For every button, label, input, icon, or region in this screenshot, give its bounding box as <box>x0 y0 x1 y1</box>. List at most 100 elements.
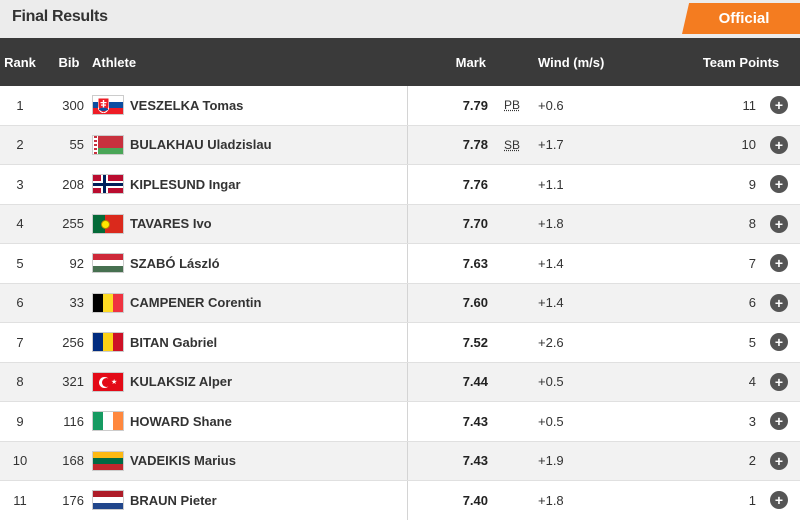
team-points-cell: 6 <box>748 295 756 311</box>
column-header-wind[interactable]: Wind (m/s) <box>538 54 605 70</box>
athlete-name[interactable]: CAMPENER Corentin <box>130 295 262 311</box>
column-divider <box>407 481 408 520</box>
column-header-rank[interactable]: Rank <box>4 54 36 70</box>
record-note <box>504 244 528 283</box>
rank-cell: 6 <box>16 295 24 311</box>
column-header-bib[interactable]: Bib <box>58 54 80 70</box>
expand-row-button[interactable]: + <box>768 481 790 520</box>
rank-cell: 10 <box>12 453 28 469</box>
expand-row-button[interactable]: + <box>768 86 790 125</box>
mark-cell: 7.79 <box>462 97 488 113</box>
table-row[interactable]: 7 256 BITAN Gabriel 7.52 +2.6 5 + <box>0 323 800 363</box>
plus-circle-icon[interactable]: + <box>770 135 788 154</box>
plus-circle-icon[interactable]: + <box>770 96 788 115</box>
athlete-name[interactable]: BULAKHAU Uladzislau <box>130 137 272 153</box>
plus-circle-icon[interactable]: + <box>770 214 788 233</box>
column-divider <box>407 86 408 125</box>
column-header-athlete[interactable]: Athlete <box>92 54 137 70</box>
bib-cell: 116 <box>63 413 84 429</box>
mark-cell: 7.70 <box>462 216 488 232</box>
athlete-name[interactable]: KIPLESUND Ingar <box>130 176 241 192</box>
expand-row-button[interactable]: + <box>768 165 790 204</box>
table-row[interactable]: 9 116 HOWARD Shane 7.43 +0.5 3 + <box>0 402 800 442</box>
bib-cell: 256 <box>62 334 84 350</box>
plus-circle-icon[interactable]: + <box>770 451 788 470</box>
table-row[interactable]: 11 176 BRAUN Pieter 7.40 +1.8 1 + <box>0 481 800 520</box>
mark-cell: 7.76 <box>462 176 488 192</box>
bib-cell: 300 <box>62 97 84 113</box>
flag-icon-tur: ★ <box>92 363 126 402</box>
table-row[interactable]: 3 208 KIPLESUND Ingar 7.76 +1.1 9 + <box>0 165 800 205</box>
table-row[interactable]: 1 300 VESZELKA Tomas 7.79 PB +0.6 11 + <box>0 86 800 126</box>
flag-icon-por <box>92 205 126 244</box>
team-points-cell: 2 <box>748 453 756 469</box>
rank-cell: 5 <box>16 255 24 271</box>
plus-circle-icon[interactable]: + <box>770 372 788 391</box>
column-header-mark[interactable]: Mark <box>455 54 486 70</box>
plus-circle-icon[interactable]: + <box>770 412 788 431</box>
rank-cell: 1 <box>16 97 24 113</box>
athlete-name[interactable]: HOWARD Shane <box>130 413 232 429</box>
mark-cell: 7.78 <box>462 137 488 153</box>
table-row[interactable]: 4 255 TAVARES Ivo 7.70 +1.8 8 + <box>0 204 800 244</box>
athlete-name[interactable]: TAVARES Ivo <box>130 216 212 232</box>
expand-row-button[interactable]: + <box>768 205 790 244</box>
rank-cell: 2 <box>16 137 24 153</box>
athlete-name[interactable]: BRAUN Pieter <box>130 492 217 508</box>
athlete-name[interactable]: VESZELKA Tomas <box>130 97 244 113</box>
results-title-bar: Final Results Official <box>0 0 800 38</box>
plus-circle-icon[interactable]: + <box>770 254 788 273</box>
expand-row-button[interactable]: + <box>768 442 790 481</box>
wind-cell: +0.6 <box>538 97 564 113</box>
column-divider <box>407 362 408 401</box>
athlete-name[interactable]: BITAN Gabriel <box>130 334 218 350</box>
mark-cell: 7.52 <box>462 334 488 350</box>
bib-cell: 321 <box>62 374 84 390</box>
athlete-name[interactable]: SZABÓ László <box>130 255 220 271</box>
table-row[interactable]: 6 33 CAMPENER Corentin 7.60 +1.4 6 + <box>0 283 800 323</box>
team-points-cell: 7 <box>748 255 756 271</box>
mark-cell: 7.43 <box>462 413 488 429</box>
status-badge: Official <box>682 3 800 34</box>
column-divider <box>407 402 408 441</box>
flag-icon-bel <box>92 284 126 323</box>
team-points-cell: 1 <box>748 492 756 508</box>
athlete-name[interactable]: KULAKSIZ Alper <box>130 374 233 390</box>
mark-cell: 7.44 <box>462 374 488 390</box>
table-row[interactable]: 2 55 BULAKHAU Uladzislau 7.78 SB +1.7 10… <box>0 125 800 165</box>
flag-icon-nor <box>92 165 126 204</box>
expand-row-button[interactable]: + <box>768 284 790 323</box>
bib-cell: 208 <box>62 176 84 192</box>
record-note <box>504 442 528 481</box>
wind-cell: +2.6 <box>538 334 564 350</box>
table-header: Rank Bib Athlete Mark Wind (m/s) Team Po… <box>0 38 800 86</box>
flag-icon-svk <box>92 86 126 125</box>
expand-row-button[interactable]: + <box>768 363 790 402</box>
plus-circle-icon[interactable]: + <box>770 293 788 312</box>
table-row[interactable]: 10 168 VADEIKIS Marius 7.43 +1.9 2 + <box>0 441 800 481</box>
athlete-name[interactable]: VADEIKIS Marius <box>130 453 236 469</box>
plus-circle-icon[interactable]: + <box>770 491 788 510</box>
column-divider <box>407 441 408 480</box>
record-note <box>504 323 528 362</box>
team-points-cell: 5 <box>748 334 756 350</box>
rank-cell: 7 <box>16 334 24 350</box>
expand-row-button[interactable]: + <box>768 244 790 283</box>
bib-cell: 176 <box>62 492 84 508</box>
table-row[interactable]: 8 321 ★ KULAKSIZ Alper 7.44 +0.5 4 + <box>0 362 800 402</box>
record-note <box>504 481 528 520</box>
table-row[interactable]: 5 92 SZABÓ László 7.63 +1.4 7 + <box>0 244 800 284</box>
results-table: 1 300 VESZELKA Tomas 7.79 PB +0.6 11 + 2… <box>0 86 800 520</box>
expand-row-button[interactable]: + <box>768 126 790 165</box>
plus-circle-icon[interactable]: + <box>770 175 788 194</box>
bib-cell: 255 <box>62 216 84 232</box>
column-header-team-points[interactable]: Team Points <box>702 54 780 70</box>
rank-cell: 11 <box>13 492 27 508</box>
expand-row-button[interactable]: + <box>768 402 790 441</box>
flag-icon-ned <box>92 481 126 520</box>
record-note <box>504 284 528 323</box>
record-note <box>504 402 528 441</box>
plus-circle-icon[interactable]: + <box>770 333 788 352</box>
flag-icon-blr <box>92 126 126 165</box>
expand-row-button[interactable]: + <box>768 323 790 362</box>
